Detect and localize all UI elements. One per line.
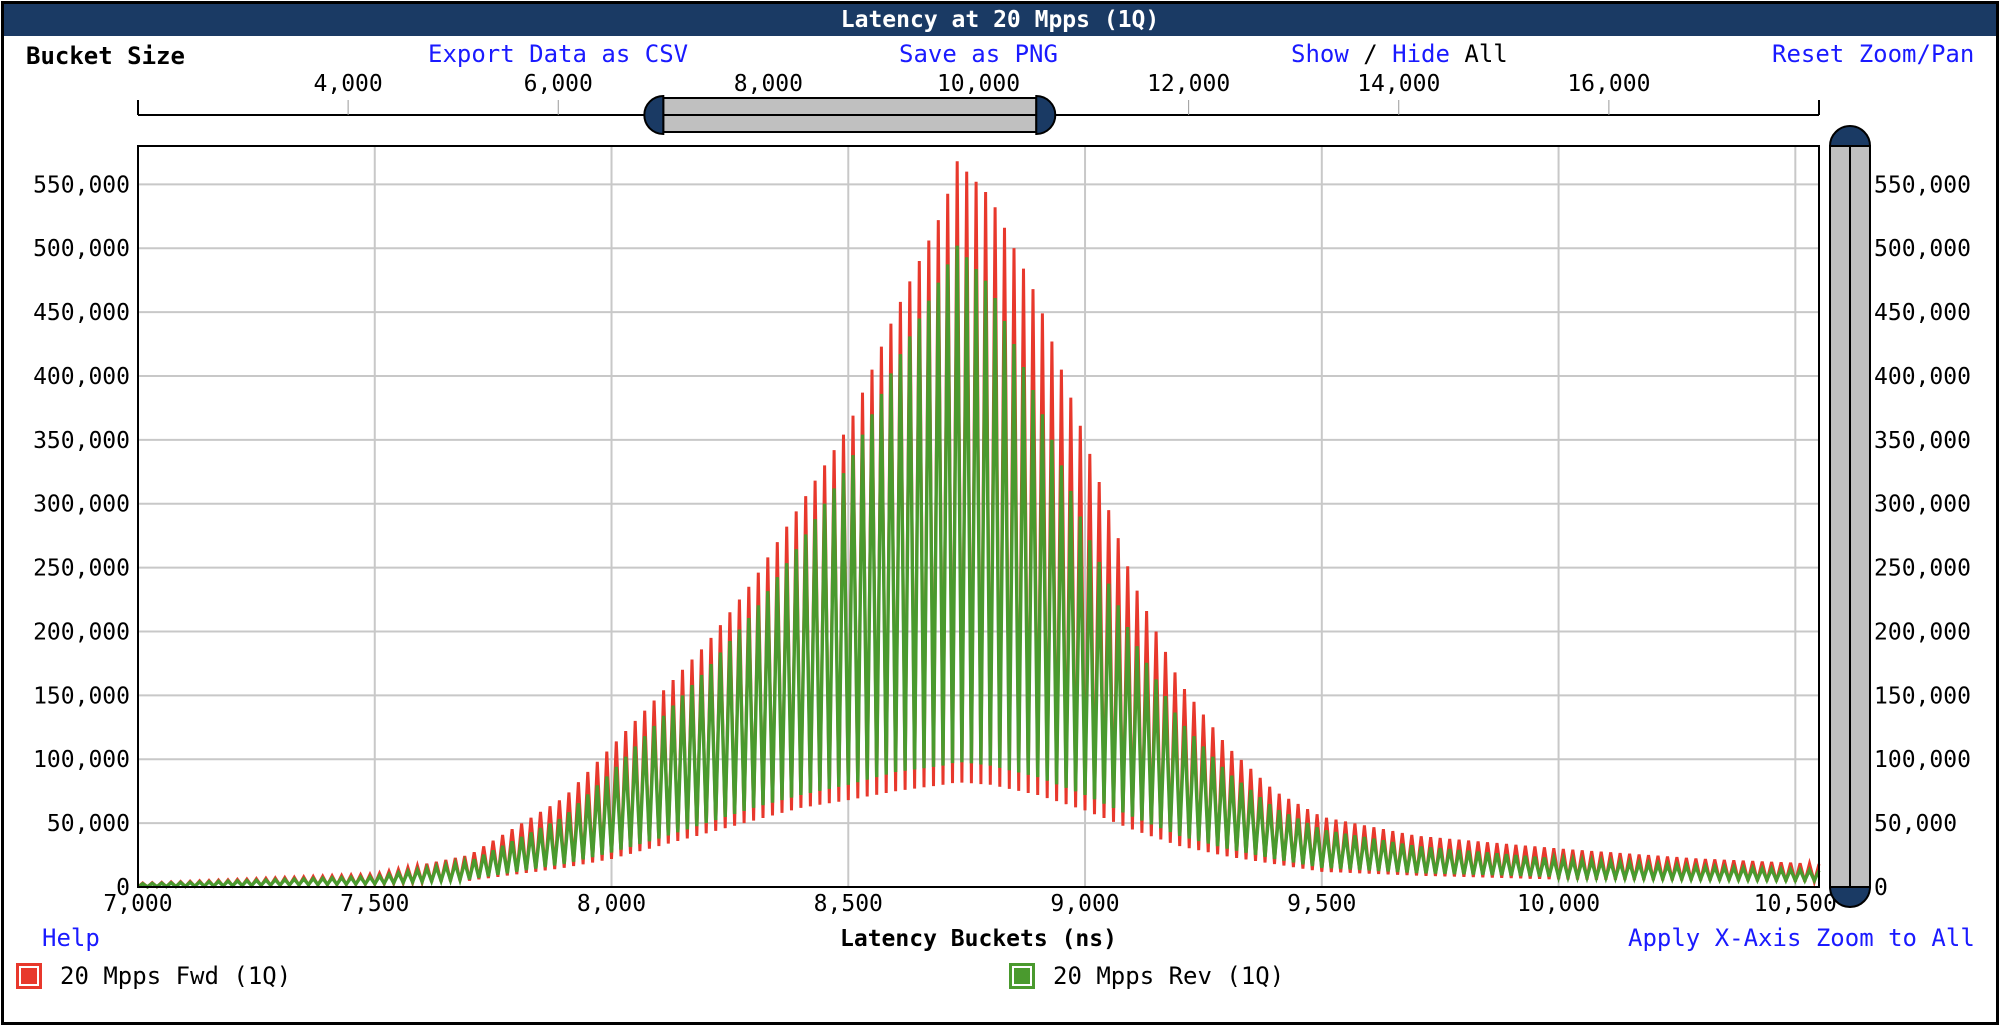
legend-label-rev: 20 Mpps Rev (1Q)	[1053, 962, 1285, 990]
reset-zoom-button[interactable]: Reset Zoom/Pan	[1772, 40, 1975, 68]
overview-tick-label: 8,000	[734, 71, 803, 97]
y2-tick-label: 0	[1874, 875, 1888, 901]
x-tick-label: 7,000	[103, 891, 172, 917]
y-range-bottom-handle[interactable]	[1828, 886, 1872, 908]
y2-tick-label: 500,000	[1874, 236, 1971, 262]
y-tick-label: 100,000	[33, 747, 130, 773]
y-tick-label: 0	[116, 875, 130, 901]
y-range-top-handle[interactable]	[1828, 125, 1872, 147]
y-tick-label: 450,000	[33, 300, 130, 326]
y2-tick-label: 100,000	[1874, 747, 1971, 773]
show-hide-all: Show / Hide All	[1291, 39, 1508, 69]
x-range-right-handle[interactable]	[1035, 94, 1057, 136]
show-all-button[interactable]: Show	[1291, 40, 1349, 68]
y2-tick-label: 300,000	[1874, 492, 1971, 518]
overview-tick-label: 16,000	[1567, 71, 1650, 97]
x-tick-label: 9,500	[1287, 891, 1356, 917]
x-tick-label: 10,000	[1517, 891, 1600, 917]
legend-item-fwd[interactable]: 20 Mpps Fwd (1Q)	[16, 962, 291, 990]
series-rev-line	[137, 245, 1821, 889]
legend-item-rev[interactable]: 20 Mpps Rev (1Q)	[1009, 962, 1284, 990]
all-label: All	[1464, 40, 1508, 68]
y2-tick-label: 550,000	[1874, 172, 1971, 198]
apply-x-zoom-button[interactable]: Apply X-Axis Zoom to All	[1628, 924, 1975, 952]
x-axis-title: Latency Buckets (ns)	[840, 926, 1117, 952]
overview-tick-label: 10,000	[937, 71, 1020, 97]
save-png-button[interactable]: Save as PNG	[899, 40, 1058, 68]
y2-tick-label: 350,000	[1874, 428, 1971, 454]
help-link[interactable]: Help	[42, 924, 100, 952]
y2-tick-label: 150,000	[1874, 683, 1971, 709]
y2-tick-label: 250,000	[1874, 556, 1971, 582]
y-tick-label: 550,000	[33, 172, 130, 198]
chart-title: Latency at 20 Mpps (1Q)	[4, 4, 1996, 36]
y-tick-label: 150,000	[33, 683, 130, 709]
y-tick-label: 250,000	[33, 556, 130, 582]
x-range-left-handle[interactable]	[643, 94, 665, 136]
legend-label-fwd: 20 Mpps Fwd (1Q)	[60, 962, 292, 990]
y-tick-label: 200,000	[33, 619, 130, 645]
y-tick-label: 350,000	[33, 428, 130, 454]
overview-tick-label: 4,000	[314, 71, 383, 97]
plot-area	[137, 145, 1820, 888]
y-tick-label: 500,000	[33, 236, 130, 262]
y2-tick-label: 200,000	[1874, 619, 1971, 645]
y2-tick-label: 400,000	[1874, 364, 1971, 390]
y-tick-label: 300,000	[33, 492, 130, 518]
overview-tick-label: 12,000	[1147, 71, 1230, 97]
x-tick-label: 9,000	[1050, 891, 1119, 917]
overview-tick-label: 6,000	[524, 71, 593, 97]
x-tick-label: 10,500	[1754, 891, 1837, 917]
x-tick-label: 8,000	[577, 891, 646, 917]
export-csv-button[interactable]: Export Data as CSV	[428, 40, 689, 68]
legend-swatch-rev	[1009, 963, 1035, 989]
show-hide-separator: /	[1363, 40, 1378, 68]
legend-swatch-fwd	[16, 963, 42, 989]
hide-all-button[interactable]: Hide	[1392, 40, 1450, 68]
y2-tick-label: 50,000	[1874, 811, 1957, 837]
x-tick-label: 7,500	[340, 891, 409, 917]
y2-tick-label: 450,000	[1874, 300, 1971, 326]
overview-tick-label: 14,000	[1357, 71, 1440, 97]
x-tick-label: 8,500	[814, 891, 883, 917]
bucket-size-label: Bucket Size	[26, 42, 185, 70]
y-tick-label: 400,000	[33, 364, 130, 390]
y-tick-label: 50,000	[47, 811, 130, 837]
